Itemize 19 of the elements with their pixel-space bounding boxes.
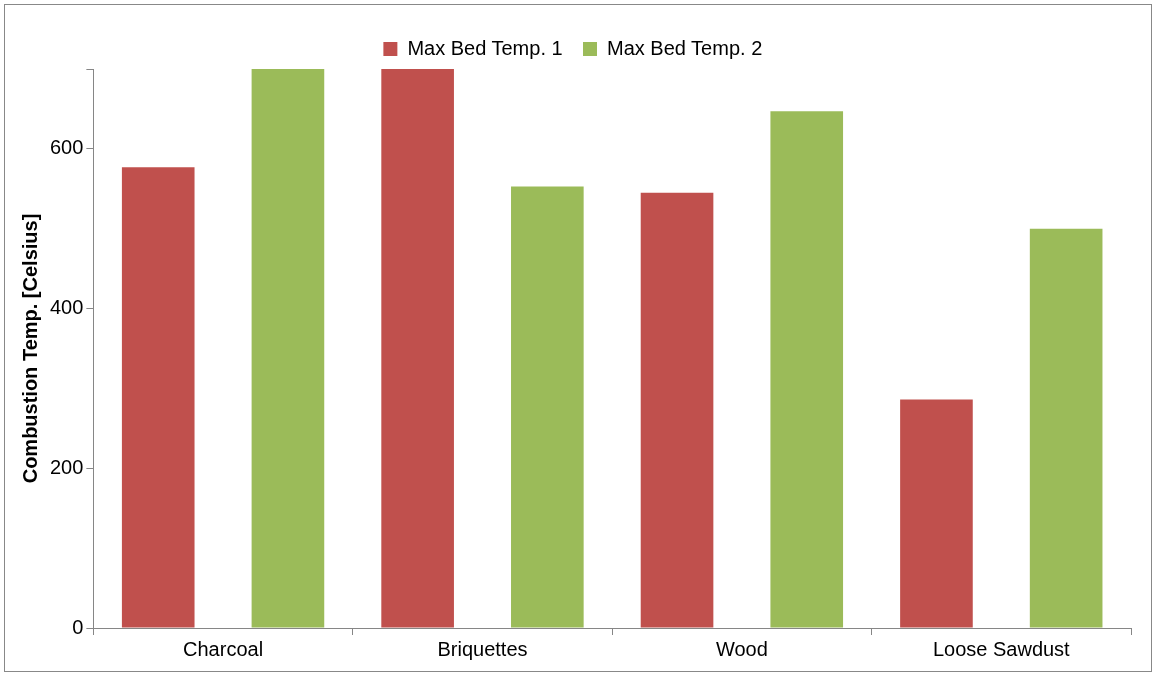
y-tick-label: 600 xyxy=(49,136,84,159)
bar xyxy=(381,69,454,628)
y-axis-title: Combustion Temp. [Celsius] xyxy=(18,213,41,484)
x-tick-label: Charcoal xyxy=(183,637,264,660)
x-tick-label: Briquettes xyxy=(437,637,528,660)
bar xyxy=(121,167,195,628)
legend-label: Max Bed Temp. 2 xyxy=(607,36,763,59)
bar xyxy=(1029,228,1103,628)
bar xyxy=(770,111,844,628)
bar xyxy=(900,399,973,628)
x-tick-label: Wood xyxy=(715,637,768,660)
x-tick-label: Loose Sawdust xyxy=(932,637,1071,660)
bar xyxy=(251,69,325,628)
legend-label: Max Bed Temp. 1 xyxy=(407,36,563,59)
bar xyxy=(511,186,584,628)
y-tick-label: 400 xyxy=(49,296,84,319)
y-tick-label: 0 xyxy=(72,615,84,638)
y-tick-label: 200 xyxy=(49,455,84,478)
bar xyxy=(640,192,714,628)
